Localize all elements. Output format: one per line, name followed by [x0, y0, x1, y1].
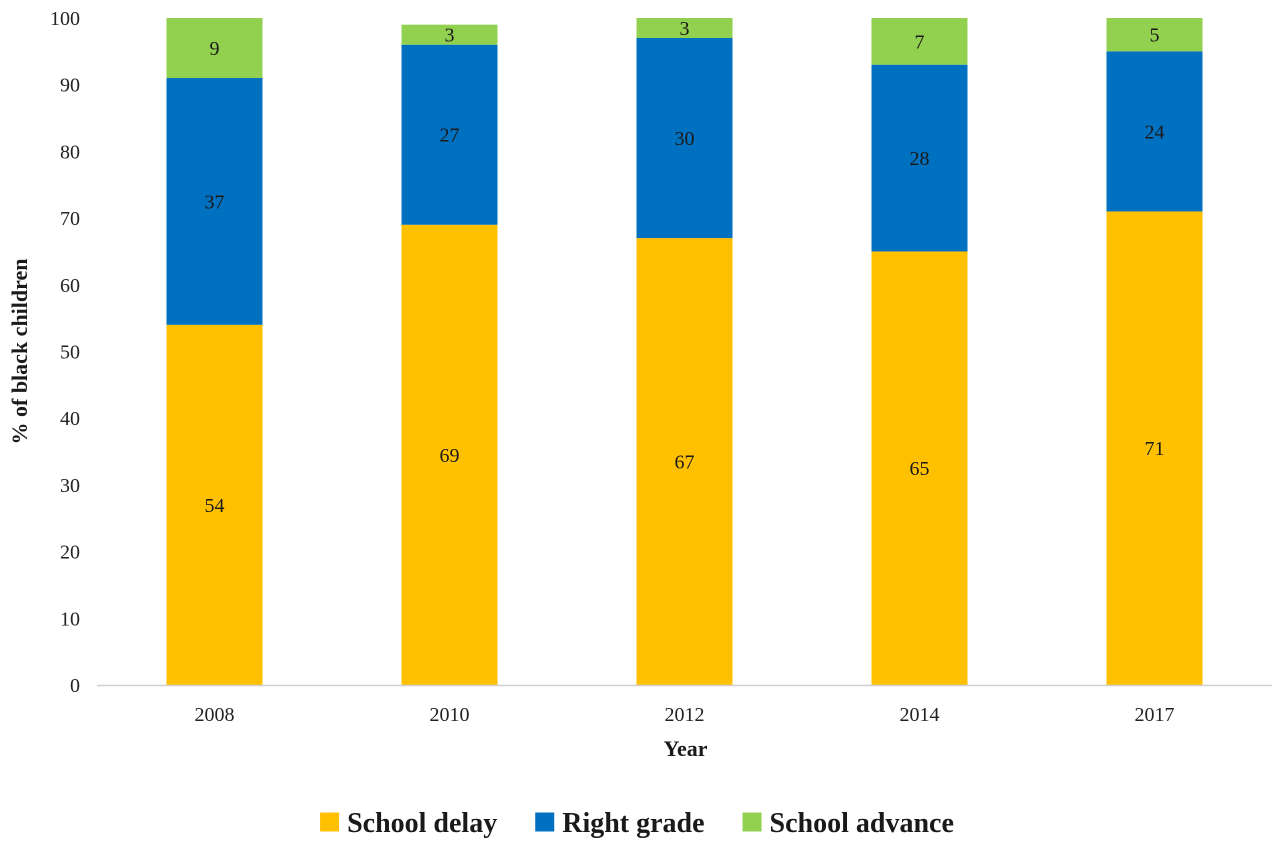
y-tick-label: 20	[60, 542, 80, 564]
y-tick-label: 100	[50, 8, 80, 30]
data-label: 65	[910, 458, 930, 480]
legend-swatch-school-delay	[320, 813, 339, 832]
data-label: 24	[1145, 121, 1165, 143]
legend-label-school-delay: School delay	[347, 808, 497, 839]
y-tick-label: 60	[60, 275, 80, 297]
data-label: 69	[440, 445, 460, 467]
y-tick-label: 80	[60, 141, 80, 163]
x-tick-label: 2010	[430, 704, 470, 726]
y-tick-label: 10	[60, 608, 80, 630]
legend-label-right-grade: Right grade	[562, 808, 704, 839]
data-label: 30	[675, 128, 695, 150]
x-axis-title: Year	[664, 736, 708, 761]
y-tick-label: 30	[60, 475, 80, 497]
x-tick-label: 2008	[195, 704, 235, 726]
data-label: 54	[205, 495, 225, 517]
y-axis-title: % of black children	[7, 258, 32, 444]
data-label: 3	[445, 25, 455, 47]
legend: School delay Right grade School advance	[320, 808, 954, 839]
legend-label-school-advance: School advance	[770, 808, 954, 839]
y-tick-label: 40	[60, 408, 80, 430]
x-tick-label: 2012	[665, 704, 705, 726]
bars	[167, 18, 1203, 685]
data-label: 71	[1145, 438, 1165, 460]
data-label: 7	[915, 31, 925, 53]
y-tick-label: 70	[60, 208, 80, 230]
data-label: 5	[1150, 25, 1160, 47]
x-tick-label: 2014	[900, 704, 940, 726]
data-label: 37	[205, 191, 225, 213]
data-label: 27	[440, 125, 460, 147]
data-label: 9	[210, 38, 220, 60]
y-tick-label: 90	[60, 75, 80, 97]
legend-swatch-right-grade	[535, 813, 554, 832]
x-axis-ticks: 2008 2010 2012 2014 2017	[195, 704, 1175, 726]
y-axis-ticks: 0 10 20 30 40 50 60 70 80 90 100	[50, 8, 80, 697]
data-label: 3	[680, 18, 690, 40]
y-tick-label: 0	[70, 675, 80, 697]
data-label: 67	[675, 452, 695, 474]
data-label: 28	[910, 148, 930, 170]
y-tick-label: 50	[60, 342, 80, 364]
x-tick-label: 2017	[1135, 704, 1175, 726]
legend-swatch-school-advance	[743, 813, 762, 832]
